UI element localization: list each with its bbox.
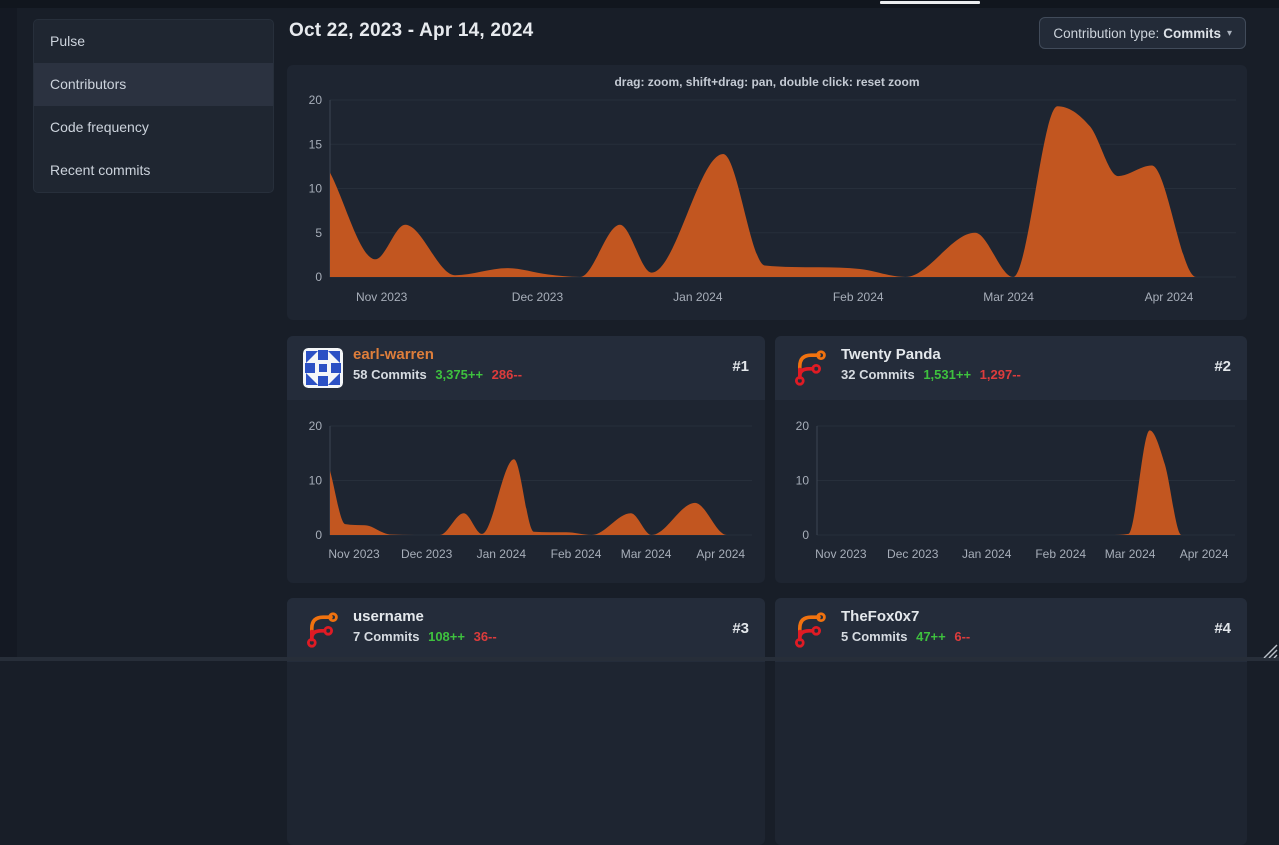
overall-commits-panel: drag: zoom, shift+drag: pan, double clic…: [287, 65, 1247, 320]
commit-count: 7 Commits: [353, 629, 420, 644]
rank-badge: #4: [1214, 620, 1231, 637]
sidebar-item-code-frequency[interactable]: Code frequency: [50, 119, 149, 135]
area-series: [330, 106, 1236, 277]
y-axis-label: 15: [309, 137, 323, 151]
area-series: [330, 459, 752, 535]
forgejo-logo-avatar-image: [303, 610, 343, 650]
contributor-stats: 7 Commits 108++ 36--: [353, 629, 497, 644]
forgejo-logo-avatar-image: [791, 610, 831, 650]
y-axis-label: 20: [309, 93, 323, 107]
contributor-2-commits-chart[interactable]: 20 10 0 Nov 2023 Dec 2023 Jan 2024 Feb 2024 Mar…: [775, 400, 1247, 583]
y-axis-label: 20: [309, 419, 323, 433]
y-axis-label: 10: [796, 474, 810, 488]
resize-grip-icon[interactable]: [1262, 643, 1278, 658]
contributor-1-commits-chart[interactable]: 20 10 0 Nov 2023 Dec 2023 Jan 2024 Feb 2024 Mar…: [287, 400, 765, 583]
contributor-card-header: earl-warren 58 Commits 3,375++ 286-- #1: [287, 336, 765, 400]
commit-count: 32 Commits: [841, 367, 915, 382]
x-axis-label: Apr 2024: [1145, 290, 1194, 304]
additions-count: 3,375++: [435, 367, 484, 382]
additions-count: 1,531++: [923, 367, 972, 382]
x-axis-label: Mar 2024: [983, 290, 1034, 304]
contributor-card-header: username 7 Commits 108++ 36-- #3: [287, 598, 765, 662]
contributor-card-header: Twenty Panda 32 Commits 1,531++ 1,297-- …: [775, 336, 1247, 400]
x-axis-label: Dec 2023: [401, 547, 453, 561]
active-tab-underline: [880, 1, 980, 4]
contributor-stats: 58 Commits 3,375++ 286--: [353, 367, 522, 382]
rank-badge: #3: [732, 620, 749, 637]
contribution-type-value: Commits: [1163, 25, 1221, 41]
deletions-count: 6--: [954, 629, 971, 644]
rank-badge: #2: [1214, 358, 1231, 375]
additions-count: 47++: [916, 629, 946, 644]
contributor-card-3: username 7 Commits 108++ 36-- #3: [287, 598, 765, 845]
sidebar-item-pulse[interactable]: Pulse: [50, 33, 86, 49]
overall-commits-chart[interactable]: 20 15 10 5 0 Nov 2023 Dec 2023 Jan 2024 Feb 2024…: [287, 65, 1247, 320]
avatar[interactable]: [303, 610, 343, 650]
contributor-card-4: TheFox0x7 5 Commits 47++ 6-- #4: [775, 598, 1247, 845]
x-axis-label: Nov 2023: [356, 290, 408, 304]
identicon-avatar-image: [303, 348, 343, 388]
x-axis-label: Feb 2024: [551, 547, 602, 561]
commit-count: 58 Commits: [353, 367, 427, 382]
contributor-card-2: Twenty Panda 32 Commits 1,531++ 1,297-- …: [775, 336, 1247, 583]
contributor-card-1: earl-warren 58 Commits 3,375++ 286-- #1 …: [287, 336, 765, 583]
y-axis-label: 5: [315, 226, 322, 240]
sidebar-item-contributors[interactable]: Contributors: [34, 63, 273, 106]
additions-count: 108++: [428, 629, 465, 644]
y-axis-label: 0: [315, 270, 322, 284]
x-axis-label: Jan 2024: [477, 547, 527, 561]
x-axis-label: Apr 2024: [696, 547, 745, 561]
contribution-type-dropdown[interactable]: Contribution type: Commits ▾: [1039, 17, 1246, 49]
chevron-down-icon: ▾: [1226, 27, 1232, 39]
x-axis-label: Jan 2024: [962, 547, 1012, 561]
horizontal-scrollbar[interactable]: [0, 657, 1279, 661]
avatar[interactable]: [791, 348, 831, 388]
x-axis-label: Mar 2024: [1105, 547, 1156, 561]
x-axis-label: Nov 2023: [815, 547, 867, 561]
activity-sidebar-menu: Pulse Contributors Code frequency Recent…: [33, 19, 274, 193]
y-axis-label: 20: [796, 419, 810, 433]
deletions-count: 1,297--: [979, 367, 1021, 382]
contributor-card-header: TheFox0x7 5 Commits 47++ 6-- #4: [775, 598, 1247, 662]
area-series: [817, 430, 1235, 535]
contributor-stats: 32 Commits 1,531++ 1,297--: [841, 367, 1021, 382]
x-axis-label: Dec 2023: [512, 290, 564, 304]
avatar[interactable]: [303, 348, 343, 388]
deletions-count: 286--: [491, 367, 523, 382]
forgejo-logo-avatar-image: [791, 348, 831, 388]
contributor-name: Twenty Panda: [841, 346, 941, 363]
contribution-type-label: Contribution type:: [1053, 25, 1160, 41]
left-rail: [0, 8, 17, 661]
y-axis-label: 10: [309, 474, 323, 488]
contributor-name-link[interactable]: earl-warren: [353, 346, 434, 363]
x-axis-label: Dec 2023: [887, 547, 939, 561]
top-navbar-edge: [0, 0, 1279, 8]
y-axis-label: 0: [315, 528, 322, 542]
chart-zoom-hint: drag: zoom, shift+drag: pan, double clic…: [614, 75, 920, 89]
y-axis-label: 0: [802, 528, 809, 542]
commit-count: 5 Commits: [841, 629, 908, 644]
x-axis-label: Feb 2024: [833, 290, 884, 304]
x-axis-label: Feb 2024: [1035, 547, 1086, 561]
sidebar-item-recent-commits[interactable]: Recent commits: [50, 162, 151, 178]
contributor-name: TheFox0x7: [841, 608, 920, 625]
deletions-count: 36--: [473, 629, 497, 644]
avatar[interactable]: [791, 610, 831, 650]
contributor-stats: 5 Commits 47++ 6--: [841, 629, 970, 644]
contributor-name: username: [353, 608, 424, 625]
x-axis-label: Apr 2024: [1180, 547, 1229, 561]
date-range-title: Oct 22, 2023 - Apr 14, 2024: [289, 20, 534, 41]
y-axis-label: 10: [309, 182, 323, 196]
x-axis-label: Nov 2023: [328, 547, 380, 561]
x-axis-label: Jan 2024: [673, 290, 723, 304]
x-axis-label: Mar 2024: [621, 547, 672, 561]
rank-badge: #1: [732, 358, 749, 375]
